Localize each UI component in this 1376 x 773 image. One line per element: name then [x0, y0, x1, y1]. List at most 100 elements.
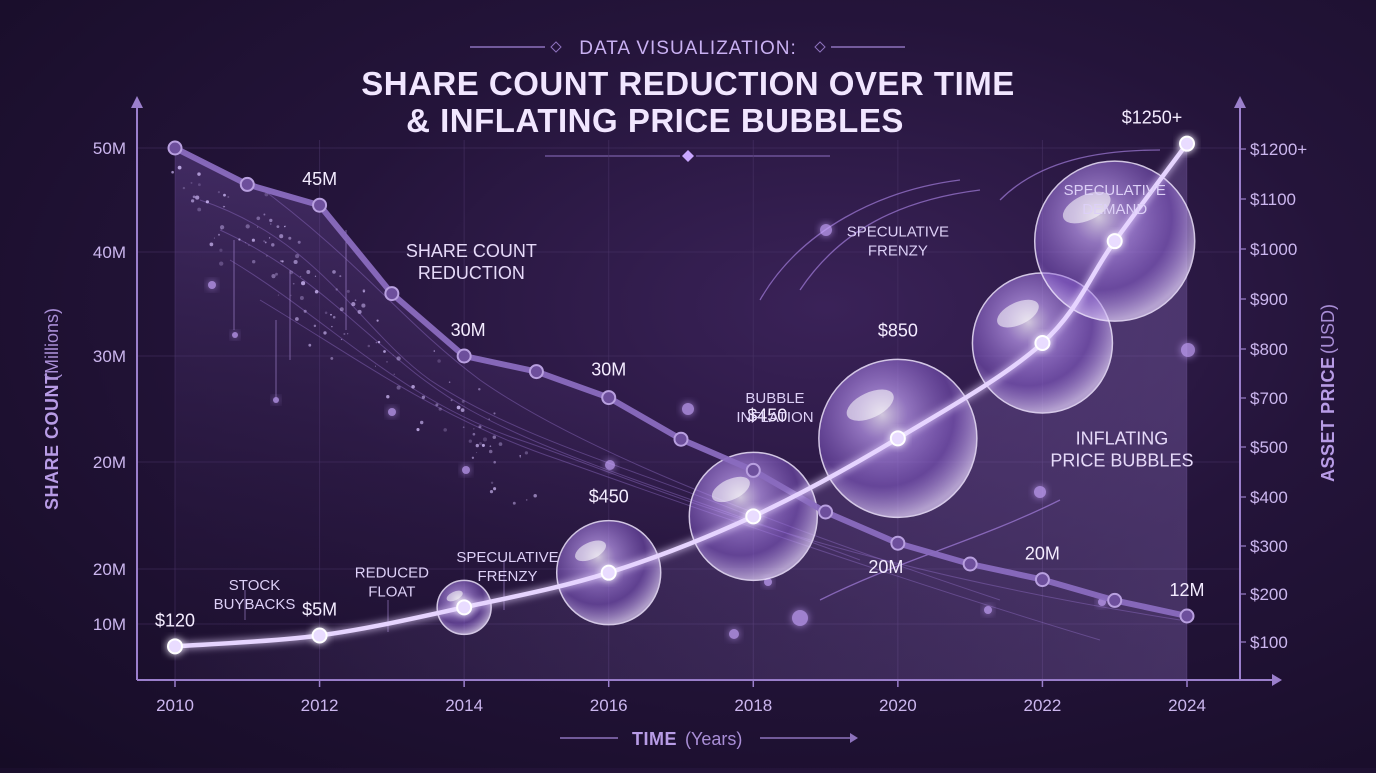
particle: [171, 170, 174, 174]
particle: [367, 344, 371, 348]
x-tick-label: 2012: [301, 696, 339, 715]
annotation-line: BUYBACKS: [214, 596, 296, 613]
x-axis-label: TIME: [632, 729, 677, 749]
asset-price-point: [600, 564, 617, 581]
particle: [283, 225, 286, 228]
particle: [248, 244, 250, 247]
particle: [197, 172, 201, 176]
particle: [376, 319, 379, 322]
particle: [375, 341, 378, 344]
particle: [488, 418, 490, 420]
particle: [519, 455, 522, 457]
particle: [357, 309, 362, 314]
particle: [481, 443, 485, 447]
particle: [190, 199, 195, 203]
particle: [295, 254, 300, 259]
right-tick-label: $300: [1250, 537, 1288, 556]
particle: [301, 281, 306, 286]
right-tick-label: $1000: [1250, 240, 1297, 259]
particle: [276, 225, 280, 229]
particle: [330, 313, 332, 316]
x-axis-arrow: [1272, 674, 1282, 686]
left-tick-label: 20M: [93, 560, 126, 579]
bubble-highlight: [997, 299, 1039, 328]
particle: [488, 449, 493, 454]
particle: [493, 487, 497, 491]
x-title-arrow-head: [850, 733, 858, 743]
particle: [450, 399, 453, 402]
annotation-line: BUBBLE: [745, 390, 804, 407]
arc-line: [999, 149, 1161, 201]
particle: [331, 325, 333, 328]
particle: [263, 213, 266, 216]
particle: [279, 234, 284, 239]
particle: [217, 191, 220, 194]
left-tick-label: 50M: [93, 139, 126, 158]
particle: [271, 273, 276, 279]
particle: [177, 165, 182, 170]
right-axis-unit: (USD): [1318, 304, 1338, 354]
particle: [493, 412, 496, 415]
glow-spark: [462, 466, 470, 474]
particle: [308, 343, 312, 347]
particle: [346, 289, 350, 293]
share-area-fill: [175, 148, 1187, 680]
particle: [245, 224, 250, 229]
particle: [362, 289, 366, 292]
annotation-line: REDUCTION: [418, 263, 525, 283]
particle: [190, 181, 193, 184]
glow-spark: [984, 606, 992, 614]
particle: [478, 388, 481, 391]
asset-price-point: [1034, 335, 1051, 351]
left-tick-label: 10M: [93, 615, 126, 634]
title-diamond: [682, 150, 694, 162]
bubble-highlight: [1062, 191, 1111, 224]
right-tick-label: $500: [1250, 438, 1288, 457]
right-tick-label: $1100: [1250, 190, 1296, 209]
particle: [292, 282, 295, 285]
share-count-point: [601, 390, 617, 406]
chart-annotation: REDUCED FLOAT: [355, 565, 429, 601]
asset-price-point: [1179, 135, 1195, 152]
bubble-highlight: [575, 540, 606, 562]
particle: [324, 311, 328, 315]
chart-title-line-2: & INFLATING PRICE BUBBLES: [406, 102, 904, 139]
arc-line: [759, 179, 961, 301]
arc-line: [819, 499, 1061, 601]
price-area-fill: [175, 143, 1187, 680]
particle: [335, 288, 338, 291]
left-axis-arrow: [131, 96, 143, 108]
particle: [313, 324, 317, 328]
glow-spark: [764, 578, 772, 586]
particle: [300, 275, 302, 277]
particle: [269, 218, 273, 223]
annotation-line: STOCK: [229, 577, 280, 594]
particle: [456, 405, 461, 410]
right-axis-title: ASSET PRICE (USD): [1318, 304, 1338, 482]
right-tick-label: $400: [1250, 488, 1288, 507]
data-point-label: 30M: [591, 360, 626, 380]
particle: [475, 443, 479, 448]
left-axis-title: SHARE COUNT (Millions): [42, 308, 62, 510]
particle: [218, 233, 220, 236]
x-tick-label: 2020: [879, 696, 917, 715]
asset-price-point: [889, 430, 906, 447]
particle: [386, 361, 388, 363]
particle: [482, 437, 488, 442]
share-count-point: [1034, 572, 1050, 588]
particle: [251, 238, 255, 242]
data-point-label: $1250+: [1122, 108, 1183, 128]
particle: [271, 243, 275, 247]
particle: [245, 242, 247, 244]
right-axis-arrow: [1234, 96, 1246, 108]
particle: [220, 228, 222, 230]
particle: [472, 432, 476, 436]
particle: [525, 499, 528, 501]
glow-spark: [1181, 343, 1195, 357]
particle: [263, 240, 265, 242]
particle: [448, 381, 451, 384]
particle: [437, 359, 441, 363]
particle: [219, 261, 224, 266]
data-point-label: 45M: [302, 169, 337, 189]
